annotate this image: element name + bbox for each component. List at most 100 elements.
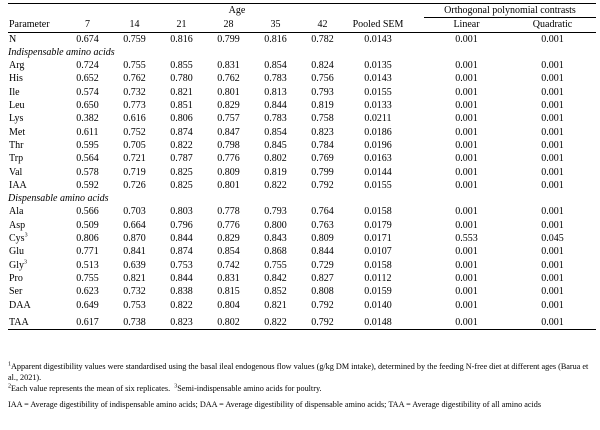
- row-label-text: Val: [9, 166, 23, 178]
- row-label-text: Pro: [9, 272, 23, 284]
- pooled-sem-value: 0.0107: [364, 246, 392, 258]
- table-body: N 0.674 0.759 0.816 0.799 0.816 0.782 0.0143 0.0…: [8, 32, 596, 331]
- table-row: IAA 0.592 0.726 0.825 0.801 0.822 0.792 0.0155 0…: [8, 179, 596, 192]
- row-label: Lys: [8, 112, 64, 125]
- linear-value: 0.001: [455, 33, 478, 45]
- row-label: Ser: [8, 285, 64, 298]
- pooled-sem-value: 0.0163: [364, 153, 392, 165]
- spacer-cell: [410, 32, 424, 46]
- spacer-cell: [410, 152, 424, 165]
- age-value: 0.874: [170, 126, 193, 138]
- spacer-cell: [410, 99, 424, 112]
- age-value: 0.769: [311, 153, 334, 165]
- linear-value: 0.001: [455, 139, 478, 151]
- pooled-sem-header: Pooled SEM: [346, 17, 410, 33]
- table-row: Glu 0.771 0.841 0.874 0.854 0.868 0.844 0.0107 0…: [8, 245, 596, 258]
- row-label-text: Ala: [9, 206, 24, 218]
- age-value: 0.854: [264, 60, 287, 72]
- age-value: 0.851: [170, 100, 193, 112]
- age-value: 0.753: [170, 259, 193, 271]
- age-value: 0.773: [123, 100, 146, 112]
- age-value: 0.755: [264, 259, 287, 271]
- quadratic-value: 0.001: [541, 73, 564, 85]
- age-value: 0.799: [217, 33, 240, 45]
- age-value: 0.798: [217, 139, 240, 151]
- age-value: 0.652: [76, 73, 99, 85]
- row-label-text: TAA: [9, 316, 29, 328]
- age-value: 0.763: [311, 219, 334, 231]
- pooled-sem-value: 0.0211: [364, 113, 392, 125]
- pooled-sem-value: 0.0196: [364, 139, 392, 151]
- row-label-text: Ser: [9, 286, 23, 298]
- quadratic-value: 0.001: [541, 139, 564, 151]
- age-col-header: 42: [299, 17, 346, 33]
- age-value: 0.800: [264, 219, 287, 231]
- age-value: 0.841: [123, 246, 146, 258]
- spacer-cell: [410, 245, 424, 258]
- section-heading: Indispensable amino acids: [8, 46, 115, 58]
- age-value: 0.664: [123, 219, 146, 231]
- age-value: 0.844: [170, 233, 193, 245]
- table-row: Ser 0.623 0.732 0.838 0.815 0.852 0.808 0.0159 0…: [8, 285, 596, 298]
- age-value: 0.796: [170, 219, 193, 231]
- age-value: 0.822: [264, 179, 287, 191]
- age-value: 0.808: [311, 286, 334, 298]
- age-value: 0.809: [217, 166, 240, 178]
- spacer-cell: [410, 179, 424, 192]
- quadratic-value: 0.001: [541, 113, 564, 125]
- quadratic-value: 0.001: [541, 86, 564, 98]
- quadratic-value: 0.001: [541, 219, 564, 231]
- age-value: 0.762: [123, 73, 146, 85]
- age-value: 0.752: [123, 126, 146, 138]
- age-value: 0.799: [311, 166, 334, 178]
- table-row: Trp 0.564 0.721 0.787 0.776 0.802 0.769 0.0163 0…: [8, 152, 596, 165]
- age-value: 0.793: [264, 206, 287, 218]
- age-value: 0.831: [217, 60, 240, 72]
- age-value: 0.759: [123, 33, 146, 45]
- quadratic-header: Quadratic: [509, 17, 596, 33]
- linear-value: 0.001: [455, 126, 478, 138]
- quadratic-value: 0.001: [541, 100, 564, 112]
- age-value: 0.803: [170, 206, 193, 218]
- age-col-header: 35: [252, 17, 299, 33]
- age-value: 0.755: [76, 272, 99, 284]
- age-value: 0.802: [264, 153, 287, 165]
- row-label-text: N: [9, 33, 17, 45]
- table-row: Cys3 0.806 0.870 0.844 0.829 0.843 0.809 0.0171…: [8, 232, 596, 245]
- age-value: 0.623: [76, 286, 99, 298]
- age-value: 0.827: [311, 272, 334, 284]
- age-value: 0.852: [264, 286, 287, 298]
- linear-value: 0.001: [455, 206, 478, 218]
- pooled-sem-value: 0.0155: [364, 179, 392, 191]
- section-heading: Dispensable amino acids: [8, 193, 109, 205]
- age-value: 0.787: [170, 153, 193, 165]
- age-value: 0.509: [76, 219, 99, 231]
- row-label: Val: [8, 166, 64, 179]
- age-value: 0.382: [76, 113, 99, 125]
- row-label-text: Gly: [9, 259, 24, 271]
- age-value: 0.831: [217, 272, 240, 284]
- pooled-sem-value: 0.0144: [364, 166, 392, 178]
- quadratic-value: 0.001: [541, 33, 564, 45]
- row-label: N: [8, 32, 64, 46]
- age-value: 0.732: [123, 286, 146, 298]
- linear-value: 0.001: [455, 60, 478, 72]
- age-value: 0.674: [76, 33, 99, 45]
- table-row: N 0.674 0.759 0.816 0.799 0.816 0.782 0.0143 0.0…: [8, 32, 596, 46]
- digestibility-table: Age Orthogonal polynomial contrasts Para…: [8, 2, 596, 331]
- age-value: 0.721: [123, 153, 146, 165]
- age-value: 0.870: [123, 233, 146, 245]
- parameter-header: Parameter: [8, 17, 64, 33]
- row-label-text: Arg: [9, 60, 25, 72]
- age-value: 0.822: [252, 311, 299, 331]
- section-heading-row: Indispensable amino acids: [8, 46, 596, 59]
- quadratic-value: 0.001: [541, 259, 564, 271]
- age-value: 0.845: [264, 139, 287, 151]
- quadratic-value: 0.001: [541, 299, 564, 311]
- row-label: TAA: [8, 311, 64, 331]
- row-label: Trp: [8, 152, 64, 165]
- age-value: 0.843: [264, 233, 287, 245]
- row-label: Cys3: [8, 232, 64, 245]
- row-label-text: His: [9, 73, 23, 85]
- row-label-text: Lys: [9, 113, 24, 125]
